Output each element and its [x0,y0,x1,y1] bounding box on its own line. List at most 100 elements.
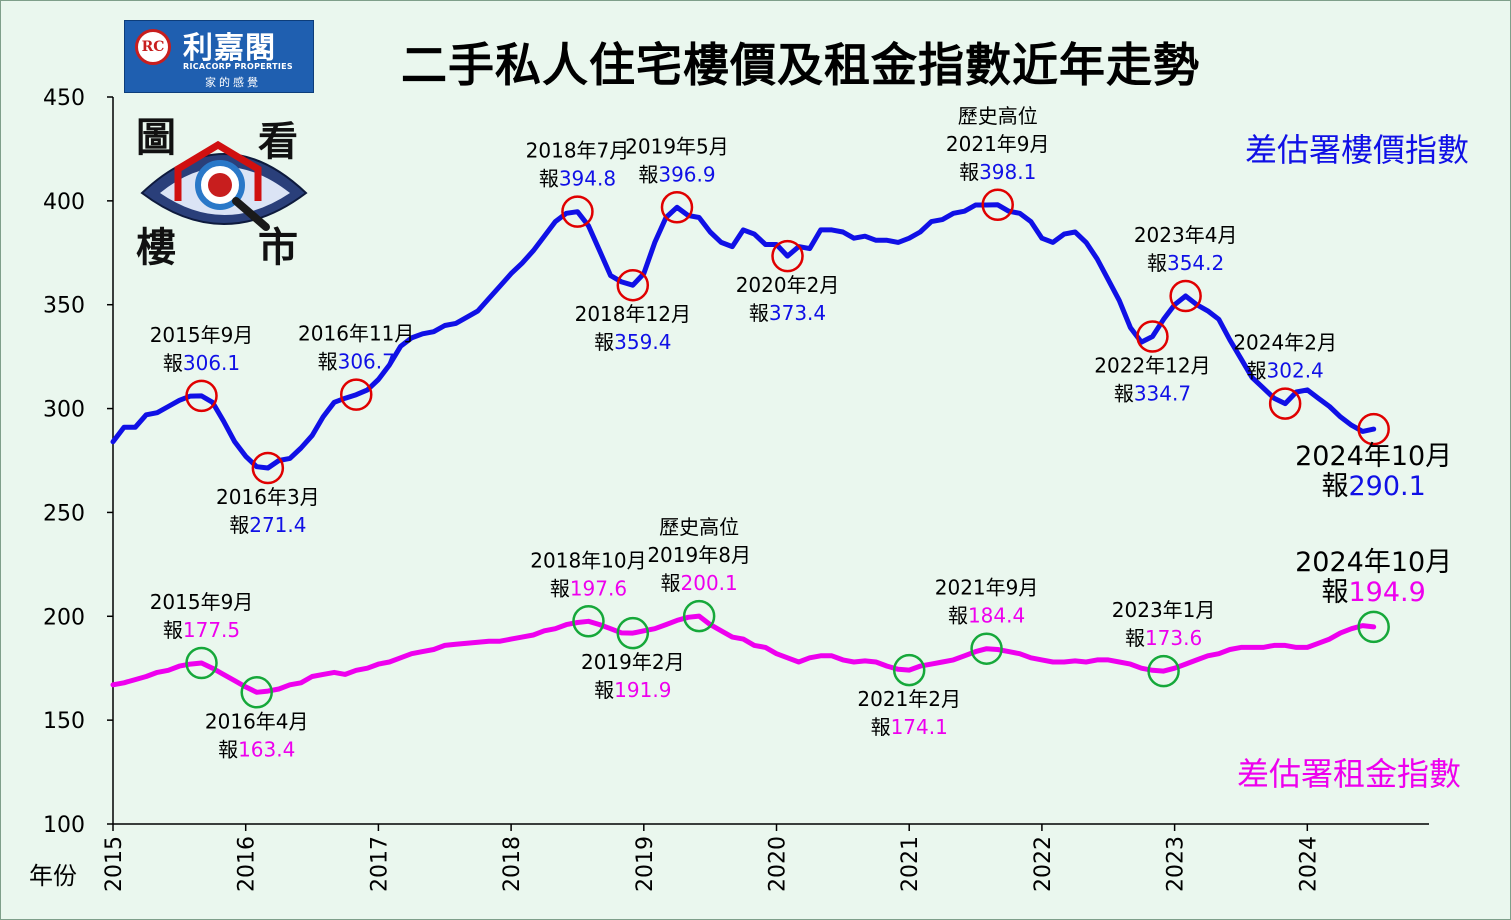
legend-entry-price: 差估署樓價指數 [1245,131,1469,169]
annotation-value-prefix: 報 [1125,626,1145,650]
annotation-marker [616,616,650,650]
x-tick-label: 2021 [898,836,923,892]
badge-eye-logo: 圖 看 樓 市 [134,105,314,271]
ricacorp-logo: RC 利嘉閣 RICACORP PROPERTIES 家的感覺 [124,20,314,93]
annotation-label: 2015年9月 [150,323,254,347]
annotation-value-number: 191.9 [614,678,671,702]
annotation-marker [771,239,804,273]
annotation-label: 2018年7月 [526,139,630,163]
annotation-label: 歷史高位 [958,104,1038,128]
annotation-value: 報373.4 [749,301,826,325]
annotation-marker [240,676,273,709]
annotation-label: 2024年10月 [1295,441,1452,472]
annotation-value: 報396.9 [638,162,715,186]
annotation-marker [339,378,373,411]
badge-char-3: 樓 [136,224,176,271]
x-tick-label: 2024 [1296,836,1321,892]
annotation-value-number: 290.1 [1349,471,1426,502]
legend-entry-rent: 差估署租金指數 [1237,755,1461,793]
annotation-value: 報271.4 [229,513,306,537]
annotation-marker [660,191,694,224]
series-line-rent [110,613,1377,695]
annotation-marker [572,605,605,638]
annotation-value-number: 184.4 [968,604,1025,628]
annotation-label: 2019年2月 [581,650,685,674]
annotation-value-prefix: 報 [1114,381,1134,405]
annotation-label: 2023年1月 [1112,598,1216,622]
annotation-value-prefix: 報 [318,350,338,374]
annotation-value-prefix: 報 [1147,251,1167,275]
x-tick-label: 2019 [633,836,658,892]
annotation-value-number: 194.9 [1349,577,1426,608]
annotation-label: 2016年3月 [216,485,320,509]
badge-char-1: 圖 [136,114,176,161]
annotation-marker [1136,320,1169,353]
annotation-value: 報398.1 [959,160,1036,184]
annotation-value-prefix: 報 [871,715,891,739]
annotation-value-prefix: 報 [218,737,238,761]
annotation-value-prefix: 報 [1247,359,1267,383]
annotation-label: 2022年12月 [1094,353,1210,377]
annotation-value: 報174.1 [871,715,948,739]
annotation-value-prefix: 報 [594,678,614,702]
annotation-value-prefix: 報 [163,618,183,642]
annotation-label: 2016年11月 [298,322,414,346]
annotation-value: 報394.8 [539,167,616,191]
annotation-marker [981,188,1014,222]
annotation-value: 報173.6 [1125,626,1202,650]
badge-char-2: 看 [258,118,298,165]
annotation-value-prefix: 報 [638,162,658,186]
annotation-value-number: 373.4 [769,301,826,325]
x-tick-label: 2015 [102,836,127,892]
annotation-label: 2023年4月 [1134,223,1238,247]
chart-title: 二手私人住宅樓價及租金指數近年走勢 [401,38,1200,92]
annotation-value-number: 306.7 [338,350,395,374]
y-tick-label: 400 [43,190,85,215]
annotation-value-prefix: 報 [959,160,979,184]
eye-icon [140,140,308,231]
annotation-value-number: 200.1 [681,571,738,595]
series-line-price [110,202,1377,471]
annotation-label: 2021年9月 [946,132,1050,156]
annotation-marker [1357,610,1390,644]
annotation-marker [682,599,716,633]
annotation-value-prefix: 報 [1322,577,1349,608]
annotation-value: 報163.4 [218,737,295,761]
logo-tagline: 家的感覺 [205,76,261,89]
annotation-value: 報184.4 [948,604,1025,628]
annotation-value-number: 359.4 [614,330,671,354]
x-tick-label: 2022 [1031,836,1056,892]
annotation-value-number: 302.4 [1267,359,1324,383]
annotation-value: 報306.7 [318,350,395,374]
annotation-value-prefix: 報 [550,576,570,600]
annotation-marker [185,379,218,413]
annotation-marker [892,653,926,687]
annotation-value: 報290.1 [1322,471,1426,502]
y-tick-label: 300 [43,398,85,423]
annotation-value: 報302.4 [1247,359,1324,383]
annotation-marker [251,451,285,485]
annotation-value-number: 306.1 [183,351,240,375]
annotation-value: 報177.5 [163,618,240,642]
x-axis-label: 年份 [29,862,77,890]
annotation-value-number: 271.4 [249,513,306,537]
annotation-label: 2015年9月 [150,590,254,614]
annotation-value-prefix: 報 [163,351,183,375]
annotation-value: 報306.1 [163,351,240,375]
annotation-label: 2021年9月 [935,576,1039,600]
annotation-marker [1147,654,1180,688]
y-tick-label: 100 [43,813,85,838]
annotation-marker [1169,279,1202,313]
x-tick-label: 2017 [367,836,392,892]
annotation-marker [185,646,218,680]
annotation-value-number: 398.1 [979,160,1036,184]
annotation-value-number: 396.9 [658,162,715,186]
annotation-value-number: 334.7 [1134,381,1191,405]
annotation-value: 報191.9 [594,678,671,702]
y-tick-label: 200 [43,605,85,630]
annotation-marker [970,632,1003,665]
y-tick-label: 250 [43,501,85,526]
badge-char-4: 市 [258,224,298,271]
